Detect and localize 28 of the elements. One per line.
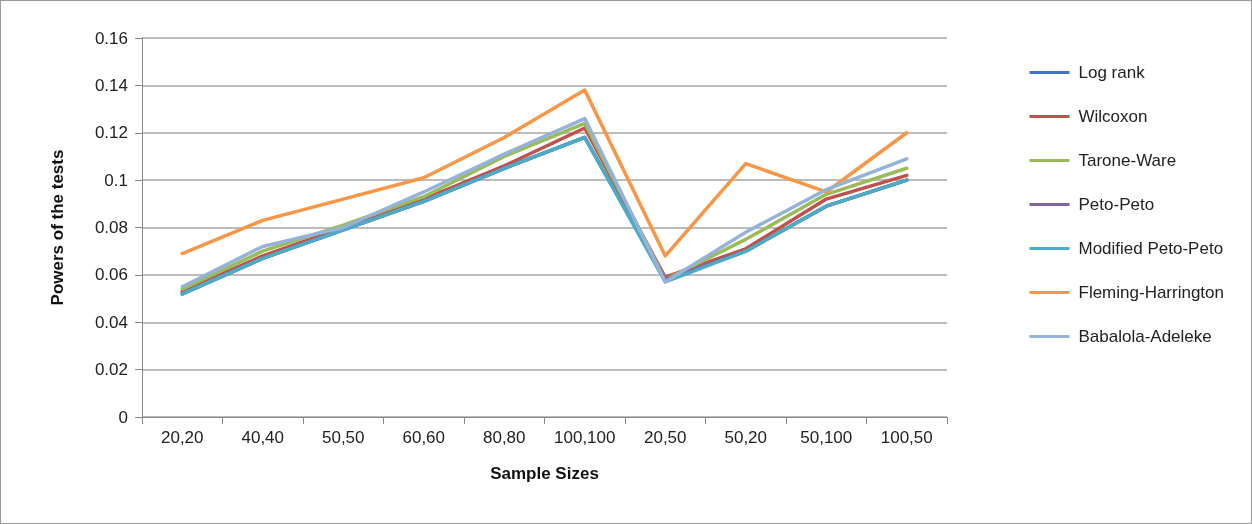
x-tick-label: 20,50: [643, 428, 687, 447]
y-tick-label: 0: [118, 407, 128, 427]
legend-label: Modified Peto-Peto: [1078, 239, 1224, 258]
legend-label: Wilcoxon: [1078, 107, 1148, 126]
y-tick-label: 0.06: [94, 265, 128, 285]
legend-label: Log rank: [1078, 63, 1146, 82]
x-tick-label: 20,20: [160, 428, 204, 447]
legend-label: Babalola-Adeleke: [1078, 327, 1212, 346]
y-tick-label: 0.1: [104, 170, 128, 190]
y-tick-label: 0.16: [94, 28, 128, 48]
x-tick-label: 50,20: [724, 428, 768, 447]
y-tick-label: 0.14: [94, 75, 128, 95]
x-tick-label: 100,100: [554, 428, 616, 447]
y-tick-label: 0.02: [94, 360, 128, 380]
x-tick-label: 50,100: [800, 428, 853, 447]
x-tick-label: 80,80: [482, 428, 526, 447]
legend-label: Tarone-Ware: [1078, 151, 1177, 170]
x-axis-title: Sample Sizes: [490, 464, 599, 483]
legend-label: Fleming-Harrington: [1078, 283, 1224, 302]
y-tick-label: 0.12: [94, 123, 128, 143]
y-tick-label: 0.04: [94, 312, 128, 332]
legend-label: Peto-Peto: [1078, 195, 1155, 214]
x-tick-label: 100,50: [880, 428, 933, 447]
x-tick-label: 40,40: [241, 428, 285, 447]
x-tick-label: 50,50: [321, 428, 365, 447]
x-tick-label: 60,60: [402, 428, 446, 447]
y-axis-title: Powers of the tests: [48, 149, 67, 306]
y-tick-label: 0.08: [94, 218, 128, 237]
